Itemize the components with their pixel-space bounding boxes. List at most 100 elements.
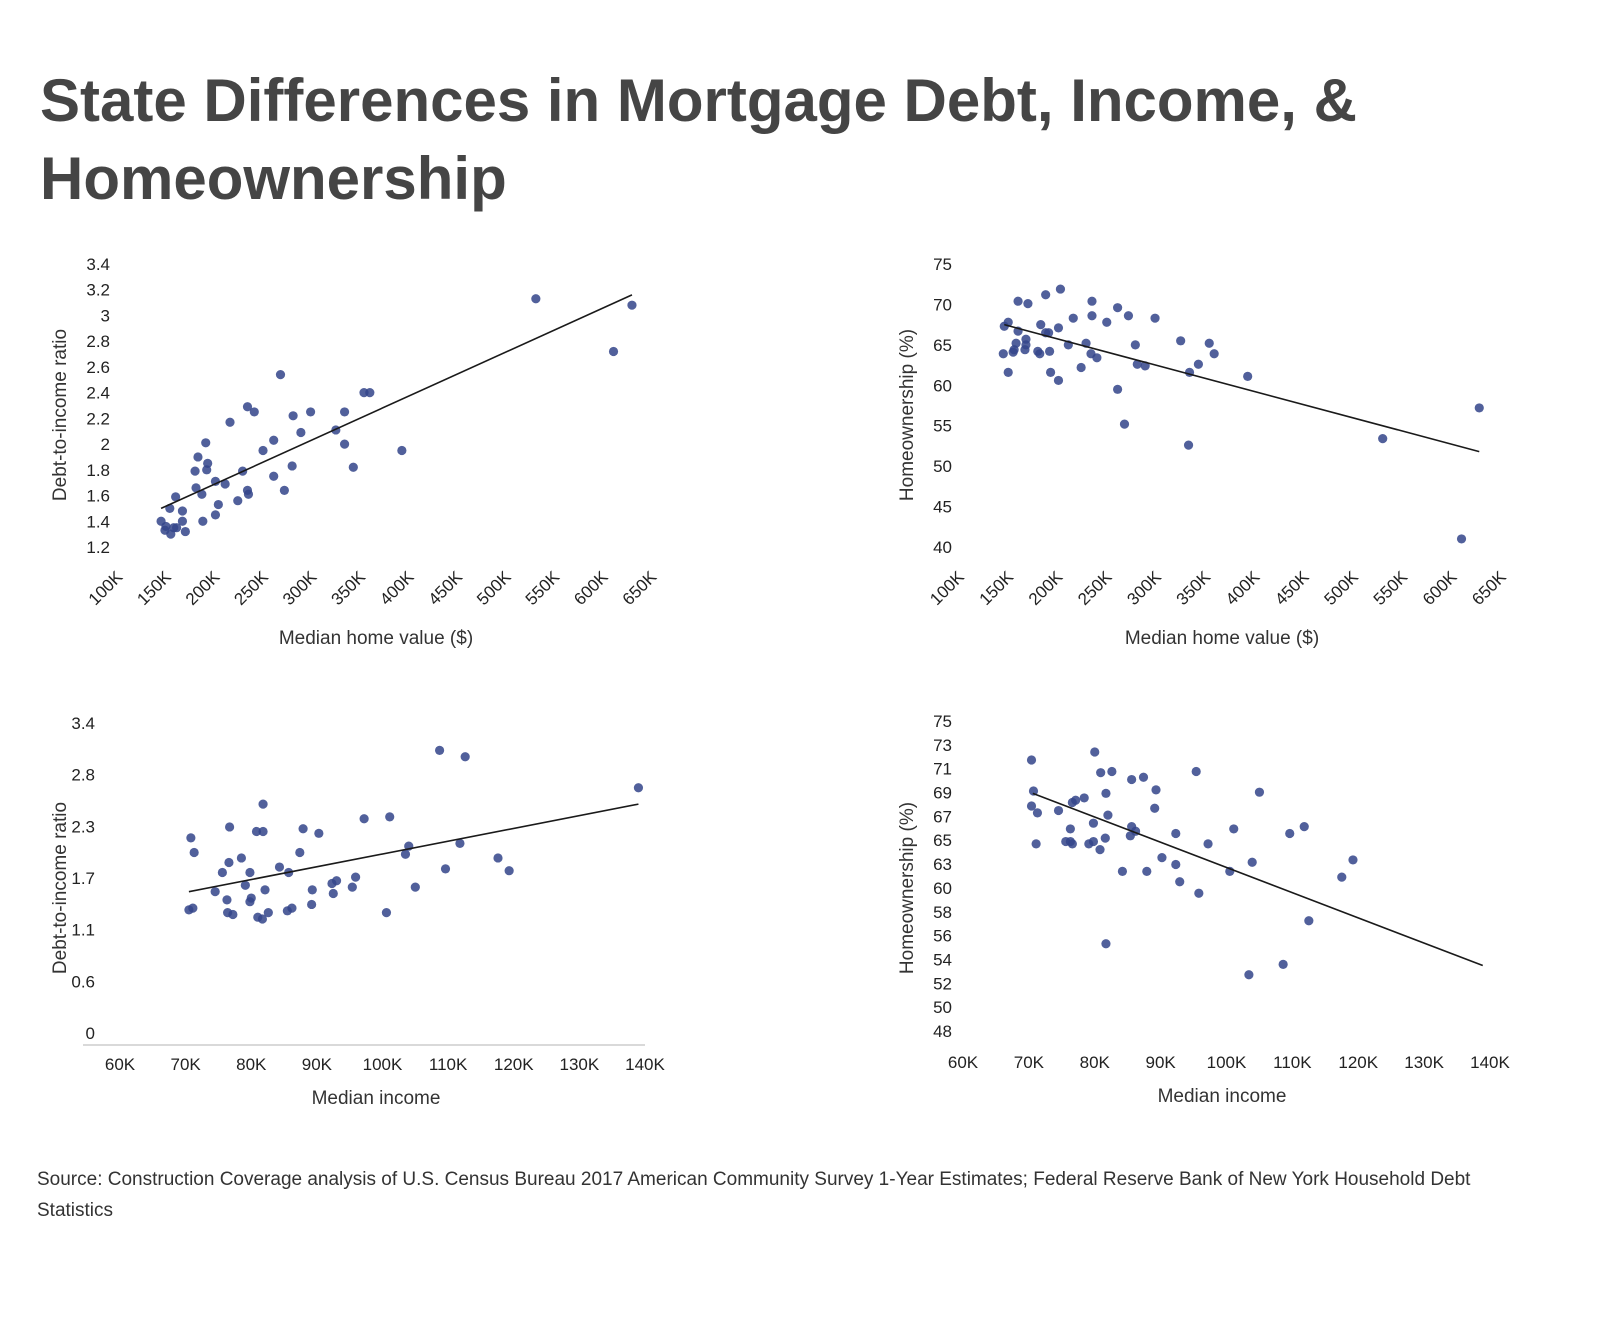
data-point	[1193, 359, 1204, 369]
data-point	[1100, 833, 1110, 843]
data-point	[440, 864, 451, 874]
chart-debt-vs-home-value: Debt-to-income ratio Median home value (…	[50, 255, 661, 649]
data-point	[287, 461, 297, 471]
x-tick-label: 300K	[279, 567, 321, 609]
y-tick-label: 3.2	[86, 281, 110, 300]
x-tick-label: 130K	[560, 1055, 600, 1074]
x-tick-label: 500K	[1321, 567, 1363, 609]
data-point	[279, 485, 289, 495]
y-tick-label: 2.8	[71, 766, 95, 785]
y-axis-title: Debt-to-income ratio	[50, 329, 71, 501]
y-tick-label: 63	[933, 855, 952, 874]
data-point	[307, 885, 317, 895]
data-point	[455, 838, 465, 848]
data-point	[1102, 317, 1112, 327]
data-point	[197, 489, 207, 499]
x-tick-label: 70K	[1014, 1053, 1045, 1072]
data-point	[1088, 818, 1099, 828]
y-tick-label: 71	[933, 760, 952, 779]
data-point	[224, 857, 234, 868]
data-point	[314, 828, 324, 838]
data-point	[258, 826, 268, 837]
y-tick-label: 0	[86, 1024, 95, 1043]
data-point	[339, 407, 350, 417]
x-tick-label: 200K	[1025, 567, 1067, 609]
data-point	[307, 899, 317, 910]
data-point	[217, 867, 227, 878]
data-point	[210, 476, 221, 486]
data-point	[627, 300, 637, 310]
x-tick-label: 90K	[302, 1055, 333, 1074]
y-tick-label: 50	[933, 998, 952, 1017]
source-note: Source: Construction Coverage analysis o…	[37, 1169, 1471, 1221]
x-tick-label: 140K	[625, 1055, 665, 1074]
data-point	[381, 908, 392, 918]
x-tick-label: 80K	[236, 1055, 267, 1074]
data-point	[1068, 313, 1078, 323]
data-point	[365, 388, 375, 398]
x-tick-label: 350K	[1173, 567, 1215, 609]
data-point	[202, 465, 212, 475]
data-point	[1151, 785, 1161, 795]
x-tick-label: 400K	[376, 567, 418, 609]
trendline	[188, 803, 639, 893]
data-point	[1096, 768, 1106, 778]
chart-homeownership-vs-income: Homeownership (%) Median income 48 50 52 54…	[897, 712, 1511, 1107]
data-point	[1127, 774, 1137, 785]
y-tick-label: 67	[933, 807, 952, 826]
data-point	[1150, 313, 1160, 323]
data-point	[1299, 822, 1309, 832]
data-point	[191, 483, 201, 493]
data-point	[1348, 855, 1358, 865]
data-point	[1113, 303, 1123, 313]
data-point	[275, 370, 286, 380]
data-point	[1247, 857, 1257, 867]
data-point	[347, 882, 357, 892]
y-tick-label: 1.8	[86, 461, 110, 480]
chart-homeownership-vs-home-value: Homeownership (%) Median home value ($) …	[897, 255, 1510, 649]
data-point	[1142, 866, 1152, 877]
data-point	[1138, 772, 1149, 782]
x-tick-label: 150K	[976, 567, 1018, 609]
x-tick-label: 100K	[1207, 1053, 1247, 1072]
data-point	[1044, 328, 1054, 338]
data-point	[410, 882, 420, 892]
x-axis-title: Median income	[1158, 1086, 1287, 1107]
x-tick-label: 60K	[105, 1055, 136, 1074]
data-point	[201, 438, 211, 448]
data-point	[240, 880, 250, 890]
data-point	[1119, 419, 1130, 429]
y-tick-label: 70	[933, 295, 952, 314]
data-point	[1171, 859, 1181, 870]
data-point	[1117, 866, 1128, 877]
data-point	[260, 885, 270, 895]
y-tick-label: 60	[933, 376, 952, 395]
y-tick-label: 56	[933, 927, 952, 946]
data-point	[1088, 836, 1099, 847]
y-tick-label: 2.6	[86, 358, 110, 377]
data-point	[1020, 345, 1030, 355]
x-axis-title: Median income	[312, 1088, 441, 1109]
y-tick-label: 75	[933, 255, 952, 274]
trendline	[1032, 792, 1484, 967]
data-point	[1337, 872, 1347, 882]
y-tick-label: 0.6	[71, 972, 95, 991]
data-point	[269, 435, 279, 445]
data-point	[258, 445, 268, 456]
data-point	[1204, 338, 1214, 348]
trendline	[1004, 323, 1480, 453]
y-tick-label: 52	[933, 974, 952, 993]
data-point	[177, 506, 188, 516]
y-tick-label: 3.4	[86, 255, 110, 274]
y-tick-label: 1.4	[86, 512, 110, 531]
data-point	[531, 294, 541, 304]
data-point	[1150, 803, 1160, 813]
data-point	[225, 417, 235, 427]
y-tick-label: 73	[933, 736, 952, 755]
data-point	[504, 866, 514, 876]
trendline	[160, 294, 633, 510]
data-point	[1026, 755, 1037, 765]
y-tick-label: 2	[101, 435, 110, 454]
data-point	[1103, 810, 1113, 820]
x-tick-label: 110K	[429, 1055, 468, 1074]
